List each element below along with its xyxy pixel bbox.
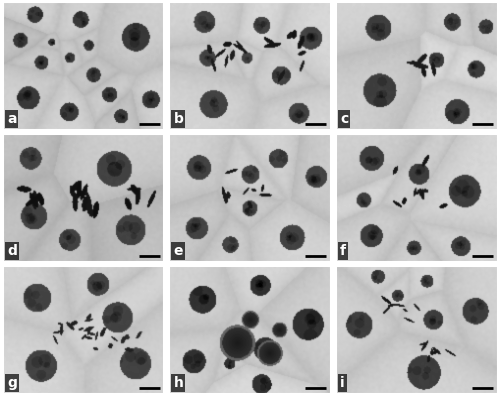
- Text: c: c: [340, 112, 348, 126]
- Text: b: b: [174, 112, 184, 126]
- Text: d: d: [7, 244, 17, 258]
- Text: i: i: [340, 375, 345, 390]
- Text: e: e: [174, 244, 183, 258]
- Text: a: a: [7, 112, 16, 126]
- Text: g: g: [7, 375, 17, 390]
- Text: h: h: [174, 375, 184, 390]
- Text: f: f: [340, 244, 346, 258]
